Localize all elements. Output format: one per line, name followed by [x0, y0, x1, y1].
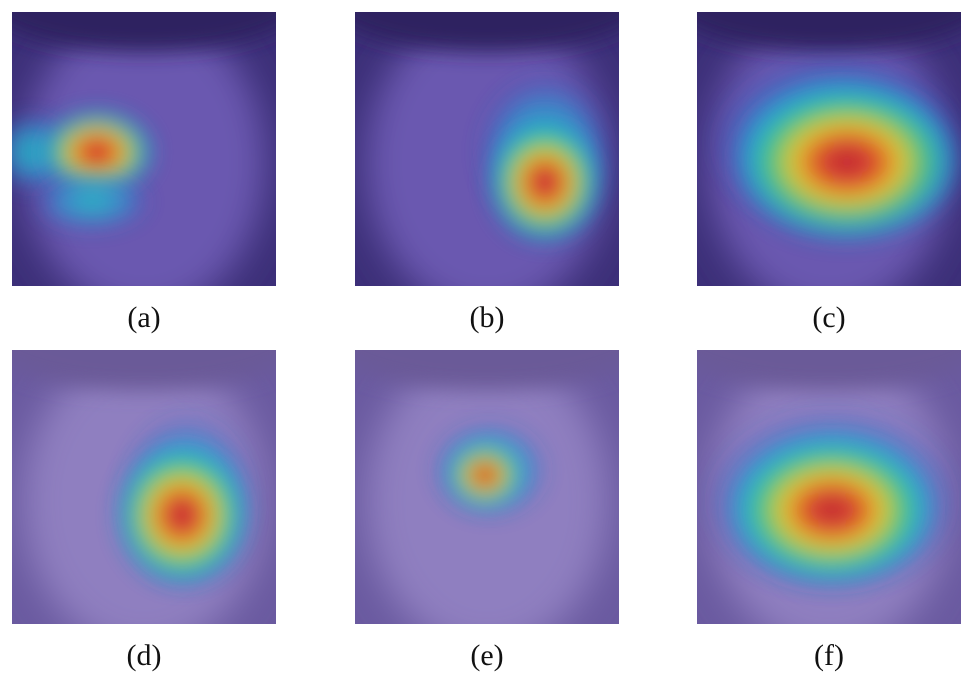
panel-label: (a): [127, 301, 160, 334]
heatmap-image: [329, 0, 646, 313]
panel: (b): [329, 0, 646, 334]
heat-spot: [32, 172, 152, 232]
panel-label: (e): [470, 639, 503, 672]
panel: (a): [0, 0, 302, 334]
heatmap-image: [329, 290, 646, 651]
heat-spot: [485, 117, 605, 247]
heatmap-image: [0, 0, 302, 313]
panel-label: (d): [127, 639, 162, 672]
heat-spot: [727, 77, 963, 247]
panel: (f): [671, 290, 963, 672]
heatmap-image: [671, 0, 963, 313]
heat-spot: [112, 440, 252, 590]
heat-spot: [722, 430, 942, 590]
panel-label: (c): [812, 301, 845, 334]
panel-label: (b): [470, 301, 505, 334]
heatmap-image: [0, 290, 302, 651]
heatmap-image: [671, 290, 963, 651]
panel: (e): [329, 290, 646, 672]
heat-spot: [445, 440, 525, 510]
panel: (d): [0, 290, 302, 672]
panel-label: (f): [814, 639, 844, 672]
panel: (c): [671, 0, 963, 334]
figure: (a) (b) (c) (d) (e) (f): [0, 0, 963, 679]
